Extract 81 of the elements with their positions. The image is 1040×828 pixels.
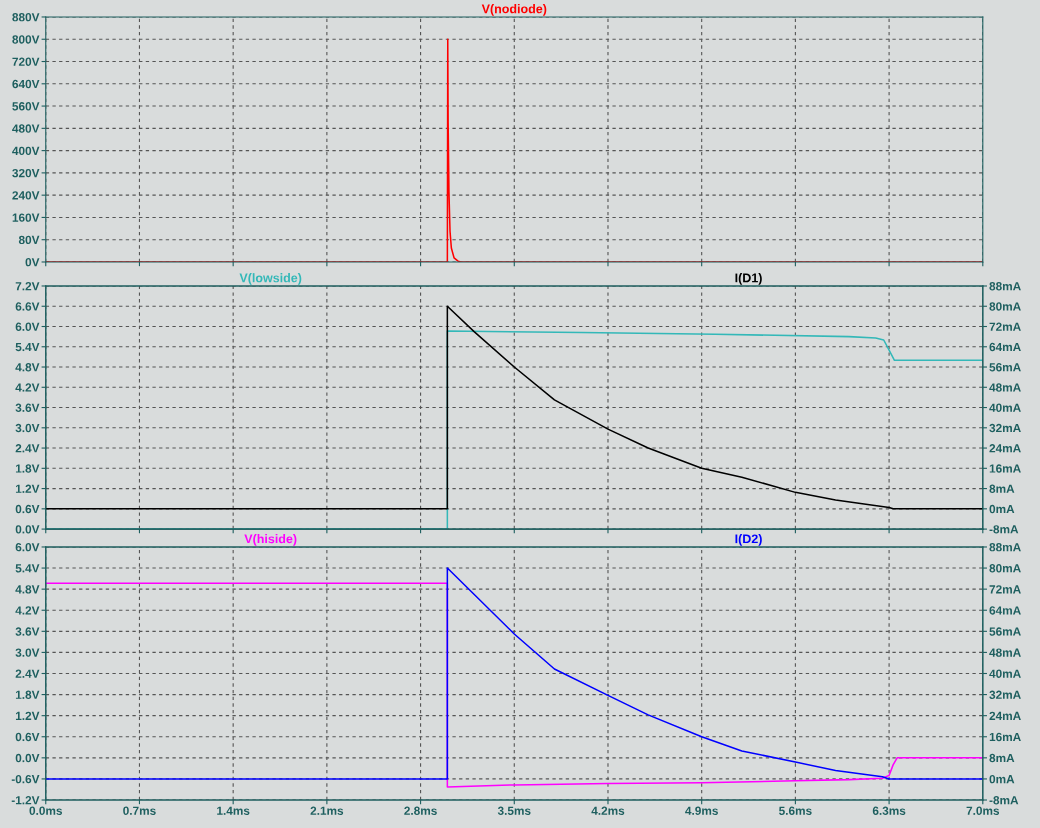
- y2-tick-label: 24mA: [989, 444, 1021, 453]
- y-tick-label: 1.8V: [15, 690, 40, 699]
- y2-tick-label: 16mA: [989, 732, 1021, 742]
- y2-tick-label: 80mA: [989, 302, 1021, 311]
- y-tick-label: 160V: [12, 213, 40, 222]
- y2-tick-label: 64mA: [989, 342, 1021, 352]
- y2-tick-label: 88mA: [989, 543, 1021, 552]
- y2-tick-label: 56mA: [989, 627, 1021, 636]
- y-tick-label: 4.2V: [15, 383, 40, 392]
- y-tick-label: 3.0V: [15, 648, 40, 657]
- text: V(nodiode): [481, 4, 547, 16]
- y2-tick-label: -8mA: [989, 796, 1019, 805]
- y2-tick-label: 8mA: [989, 753, 1015, 763]
- y-tick-label: 0V: [25, 258, 40, 267]
- y-tick-label: 1.2V: [15, 711, 40, 720]
- y2-tick-label: 24mA: [989, 711, 1021, 720]
- y-tick-label: 5.4V: [15, 564, 40, 573]
- x-tick-label: 2.8ms: [404, 806, 437, 815]
- x-tick-label: 4.2ms: [591, 806, 625, 815]
- text: V(lowside): [239, 273, 302, 285]
- y-tick-label: 0.6V: [15, 504, 40, 514]
- y2-tick-label: 72mA: [989, 585, 1021, 594]
- y2-tick-label: 72mA: [989, 322, 1021, 331]
- y-tick-label: 3.6V: [15, 403, 40, 412]
- y2-tick-label: -8mA: [989, 525, 1019, 534]
- y-tick-label: 1.8V: [15, 464, 40, 473]
- y-tick-label: 480V: [12, 124, 40, 133]
- y-tick-label: 640V: [12, 79, 40, 89]
- y-tick-label: 0.6V: [15, 732, 40, 742]
- y2-tick-label: 48mA: [989, 648, 1021, 657]
- y2-tick-label: 40mA: [989, 669, 1021, 678]
- y2-tick-label: 0mA: [989, 504, 1015, 514]
- y-tick-label: 6.6V: [15, 302, 40, 311]
- x-tick-label: 7.0ms: [966, 806, 1000, 815]
- x-tick-label: 6.3ms: [872, 806, 906, 815]
- y2-tick-label: 16mA: [989, 464, 1021, 473]
- y-tick-label: 6.0V: [15, 322, 40, 331]
- y2-tick-label: 80mA: [989, 564, 1021, 573]
- y-tick-label: 7.2V: [15, 282, 40, 291]
- y-tick-label: 880V: [12, 13, 40, 22]
- y2-tick-label: 0mA: [989, 774, 1015, 784]
- y-tick-label: 3.0V: [15, 423, 40, 433]
- x-tick-label: 3.5ms: [497, 806, 531, 815]
- y-tick-label: 4.2V: [15, 606, 40, 615]
- y-tick-label: 6.0V: [15, 543, 40, 552]
- y-tick-label: 2.4V: [15, 669, 40, 678]
- y-tick-label: 0.0V: [15, 753, 40, 763]
- y-tick-label: 400V: [12, 146, 40, 156]
- y-tick-label: 1.2V: [15, 484, 40, 493]
- x-tick-label: 1.4ms: [217, 806, 250, 815]
- y-tick-label: 4.8V: [15, 363, 40, 372]
- y2-tick-label: 40mA: [989, 403, 1021, 412]
- line-series: [45, 305, 983, 510]
- y2-tick-label: 64mA: [989, 606, 1021, 615]
- text: I(D2): [735, 534, 762, 546]
- y2-tick-label: 88mA: [989, 282, 1021, 291]
- x-tick-label: 4.9ms: [685, 806, 718, 815]
- y-tick-label: -0.6V: [11, 774, 40, 784]
- y-tick-label: 2.4V: [15, 444, 40, 453]
- text: I(D1): [735, 273, 762, 285]
- y-tick-label: 0.0V: [15, 525, 40, 534]
- x-tick-label: 0.0ms: [29, 806, 63, 815]
- y2-tick-label: 56mA: [989, 363, 1021, 372]
- y-tick-label: 240V: [12, 191, 40, 200]
- y-tick-label: 4.8V: [15, 585, 40, 594]
- y-tick-label: 320V: [12, 168, 40, 178]
- y-tick-label: 800V: [12, 35, 40, 44]
- y2-tick-label: 8mA: [989, 484, 1015, 493]
- x-tick-label: 2.1ms: [310, 806, 344, 815]
- y2-tick-label: 48mA: [989, 383, 1021, 392]
- y-tick-label: 5.4V: [15, 342, 40, 352]
- y-tick-label: 3.6V: [15, 627, 40, 636]
- y2-tick-label: 32mA: [989, 423, 1021, 433]
- x-tick-label: 5.6ms: [779, 806, 812, 815]
- y2-tick-label: 32mA: [989, 690, 1021, 699]
- text: V(hiside): [244, 534, 297, 546]
- x-tick-label: 0.7ms: [123, 806, 156, 815]
- y-tick-label: -1.2V: [11, 796, 40, 805]
- y-tick-label: 720V: [12, 57, 40, 66]
- y-tick-label: 560V: [12, 102, 40, 111]
- y-tick-label: 80V: [18, 235, 40, 245]
